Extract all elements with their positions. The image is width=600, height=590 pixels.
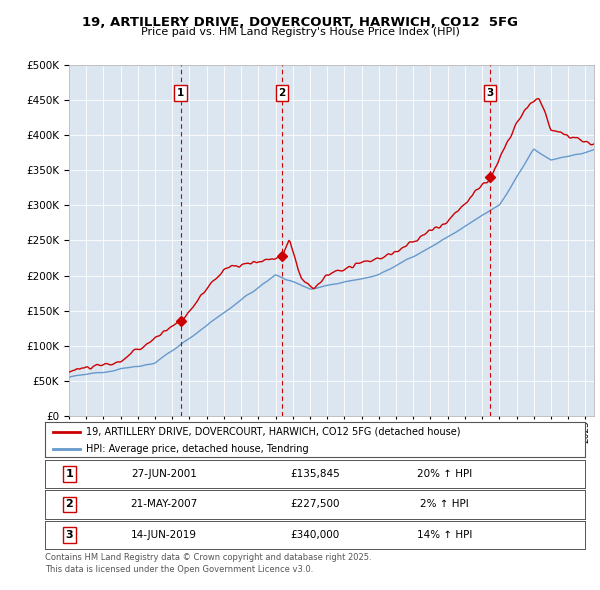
Text: 14% ↑ HPI: 14% ↑ HPI — [417, 530, 472, 540]
Text: 14-JUN-2019: 14-JUN-2019 — [131, 530, 197, 540]
Text: Price paid vs. HM Land Registry's House Price Index (HPI): Price paid vs. HM Land Registry's House … — [140, 27, 460, 37]
Text: £340,000: £340,000 — [290, 530, 340, 540]
Text: 2: 2 — [65, 500, 73, 509]
Text: 19, ARTILLERY DRIVE, DOVERCOURT, HARWICH, CO12 5FG (detached house): 19, ARTILLERY DRIVE, DOVERCOURT, HARWICH… — [86, 427, 460, 437]
Text: 2% ↑ HPI: 2% ↑ HPI — [420, 500, 469, 509]
Text: This data is licensed under the Open Government Licence v3.0.: This data is licensed under the Open Gov… — [45, 565, 313, 573]
Text: 20% ↑ HPI: 20% ↑ HPI — [417, 469, 472, 478]
Text: £227,500: £227,500 — [290, 500, 340, 509]
Text: 1: 1 — [177, 88, 184, 98]
Text: HPI: Average price, detached house, Tendring: HPI: Average price, detached house, Tend… — [86, 444, 308, 454]
Text: 19, ARTILLERY DRIVE, DOVERCOURT, HARWICH, CO12  5FG: 19, ARTILLERY DRIVE, DOVERCOURT, HARWICH… — [82, 16, 518, 29]
Text: 2: 2 — [278, 88, 286, 98]
Text: 3: 3 — [486, 88, 493, 98]
Text: 1: 1 — [65, 469, 73, 478]
Text: 21-MAY-2007: 21-MAY-2007 — [130, 500, 197, 509]
Text: 3: 3 — [65, 530, 73, 540]
Text: 27-JUN-2001: 27-JUN-2001 — [131, 469, 197, 478]
Text: £135,845: £135,845 — [290, 469, 340, 478]
Text: Contains HM Land Registry data © Crown copyright and database right 2025.: Contains HM Land Registry data © Crown c… — [45, 553, 371, 562]
